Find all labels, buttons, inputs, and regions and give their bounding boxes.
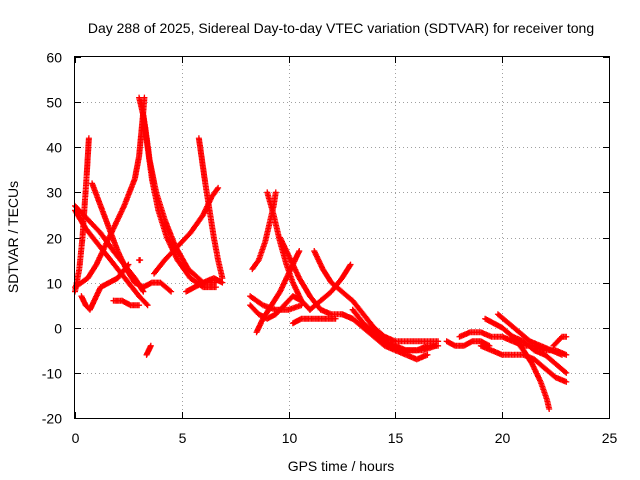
data-marks xyxy=(72,94,570,412)
y-tick-label: 10 xyxy=(46,276,62,292)
data-trail xyxy=(111,297,141,309)
series-arc-27 xyxy=(371,324,442,345)
y-tick-label: 40 xyxy=(46,140,62,156)
y-tick-label: -10 xyxy=(42,366,62,382)
x-tick-label: 20 xyxy=(495,430,511,446)
data-trail xyxy=(308,262,353,312)
data-trail xyxy=(196,136,225,280)
y-tick-label: 50 xyxy=(46,95,62,111)
x-tick-label: 5 xyxy=(179,430,187,446)
series-arc-33 xyxy=(509,333,570,376)
series-arc-19 xyxy=(253,248,303,336)
y-tick-label: -20 xyxy=(42,411,62,427)
x-tick-label: 0 xyxy=(72,430,80,446)
data-trail xyxy=(79,262,131,312)
series-arc-22 xyxy=(311,248,378,331)
series-arc-11 xyxy=(136,257,144,264)
data-point xyxy=(137,257,144,264)
plot-frame xyxy=(74,56,610,419)
chart-title: Day 288 of 2025, Sidereal Day-to-day VTE… xyxy=(88,20,594,36)
data-trail xyxy=(511,334,569,375)
data-trail xyxy=(250,190,279,271)
data-trail xyxy=(372,325,440,345)
y-tick-label: 60 xyxy=(46,50,62,66)
series-arc-21 xyxy=(306,261,354,313)
x-tick-label: 15 xyxy=(388,430,404,446)
series-arc-8 xyxy=(138,99,219,286)
series-arc-23 xyxy=(289,315,339,327)
series-arc-6 xyxy=(89,180,175,295)
series-arc-13 xyxy=(195,135,226,282)
x-tick-label: 25 xyxy=(602,430,618,446)
series-arc-9 xyxy=(110,297,143,309)
data-trail xyxy=(144,343,154,357)
series-arc-5 xyxy=(78,261,132,313)
data-trail xyxy=(311,249,377,330)
data-trail xyxy=(89,181,173,294)
data-trail xyxy=(444,338,492,349)
series-arc-4 xyxy=(72,135,92,295)
data-trail xyxy=(479,343,568,385)
data-trail xyxy=(496,312,564,358)
data-trail xyxy=(368,330,438,354)
y-tick-label: 20 xyxy=(46,231,62,247)
data-trail xyxy=(551,333,568,348)
series-arc-32 xyxy=(477,342,570,385)
y-tick-label: 30 xyxy=(46,185,62,201)
data-trail xyxy=(136,96,218,291)
series-arc-34 xyxy=(550,333,570,349)
grid-lines xyxy=(75,57,609,418)
series-arc-26 xyxy=(366,329,439,354)
series-arc-10 xyxy=(143,342,154,358)
series-arc-31 xyxy=(494,311,566,358)
x-tick-label: 10 xyxy=(282,430,298,446)
series-arc-14 xyxy=(183,275,226,295)
x-axis-label: GPS time / hours xyxy=(288,458,395,474)
data-trail xyxy=(184,275,225,294)
y-tick-label: 0 xyxy=(54,321,62,337)
data-trail xyxy=(72,136,92,294)
data-trail xyxy=(138,100,218,286)
y-axis-label: SDTVAR / TECUs xyxy=(5,181,21,293)
series-arc-12 xyxy=(151,184,222,277)
x-axis-ticks: 0 5 10 15 20 25 xyxy=(72,57,618,446)
data-trail xyxy=(291,315,338,326)
series-arc-18 xyxy=(247,293,305,313)
series-arc-15 xyxy=(249,189,279,273)
data-trail xyxy=(254,249,302,334)
